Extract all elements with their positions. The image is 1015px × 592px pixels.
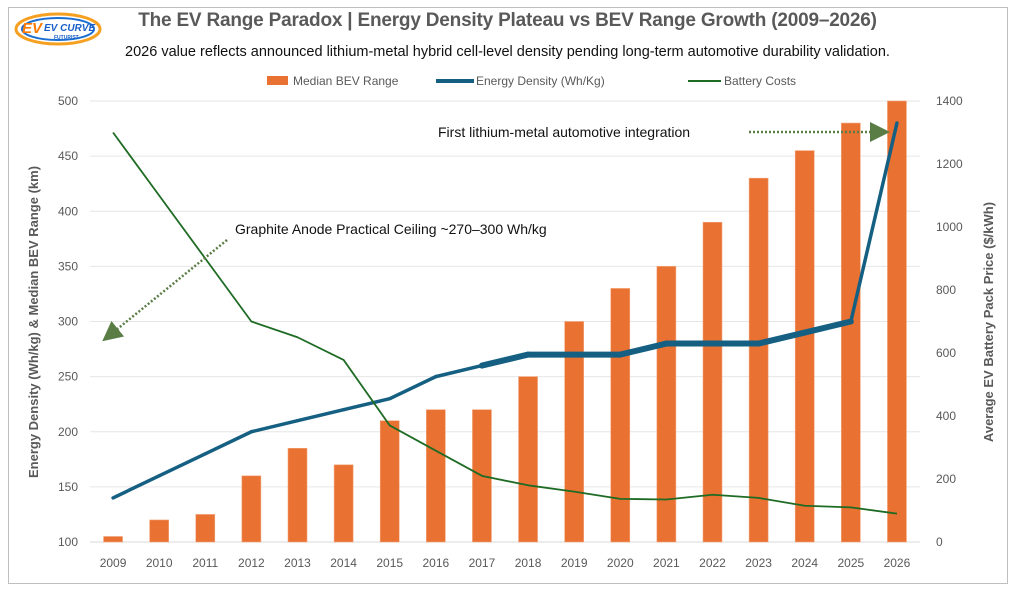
annotation-graphite-ceiling: Graphite Anode Practical Ceiling ~270–30… — [235, 221, 547, 237]
chart-subtitle: 2026 value reflects announced lithium-me… — [125, 44, 890, 60]
energy-density-segment — [478, 351, 532, 369]
x-axis-tick-label: 2024 — [791, 556, 818, 570]
bar-median-bev-range — [426, 409, 446, 543]
x-axis-tick-label: 2021 — [653, 556, 680, 570]
right-axis-ticks: 0 200 400 600 800 1000 1200 1400 — [936, 94, 963, 549]
bar-median-bev-range — [748, 177, 769, 543]
bar-median-bev-range — [379, 420, 400, 543]
annotation-arrow-graphite — [102, 239, 228, 342]
x-axis-tick-label: 2022 — [699, 556, 726, 570]
x-axis-tick-label: 2011 — [192, 556, 218, 570]
x-axis-tick-label: 2013 — [284, 556, 311, 570]
bar-median-bev-range — [656, 266, 677, 543]
bar-median-bev-range — [149, 519, 169, 543]
bar-median-bev-range — [195, 514, 216, 543]
x-axis-tick-label: 2023 — [745, 556, 772, 570]
legend-swatch-median-bev-range — [267, 76, 288, 85]
right-axis-title: Average EV Battery Pack Price ($/kWh) — [981, 202, 996, 442]
logo-curve-text: EV CURVE — [44, 23, 95, 34]
right-axis-tick-label: 800 — [936, 283, 956, 297]
bar-median-bev-range — [610, 288, 631, 543]
logo-ev-text: EV — [22, 20, 44, 37]
series-lines — [111, 121, 899, 515]
left-axis-tick-label: 200 — [58, 425, 78, 439]
bar-median-bev-range — [333, 464, 354, 543]
bar-median-bev-range — [518, 376, 538, 543]
bar-median-bev-range — [702, 221, 723, 543]
energy-density-segment — [387, 374, 438, 401]
legend: Median BEV Range Energy Density (Wh/Kg) … — [267, 74, 796, 88]
right-axis-tick-label: 600 — [936, 346, 956, 360]
energy-density-segment — [111, 474, 161, 500]
logo-futurist-text: FUTURIST — [54, 35, 79, 41]
bar-median-bev-range — [103, 536, 123, 543]
x-axis-tick-label: 2018 — [515, 556, 542, 570]
left-axis-tick-label: 500 — [58, 94, 78, 108]
x-axis-ticks: 2009 2010 2011 2012 2013 2014 2015 2016 2017 2018… — [100, 556, 911, 570]
energy-density-segment — [203, 430, 254, 456]
battery-costs-line — [112, 131, 898, 515]
left-axis-tick-label: 400 — [58, 204, 78, 218]
x-axis-tick-label: 2009 — [100, 556, 127, 570]
bar-median-bev-range — [794, 150, 815, 543]
x-axis-tick-label: 2016 — [422, 556, 449, 570]
energy-density-segment — [801, 318, 854, 336]
annotation-lithium-metal: First lithium-metal automotive integrati… — [438, 124, 690, 140]
left-axis-tick-label: 300 — [58, 315, 78, 329]
bar-median-bev-range — [887, 100, 907, 543]
right-axis-tick-label: 0 — [936, 535, 943, 549]
right-axis-tick-label: 400 — [936, 409, 956, 423]
bars-median-bev-range — [103, 100, 907, 543]
energy-density-segment — [341, 396, 392, 412]
energy-density-segment — [849, 121, 899, 324]
x-axis-tick-label: 2014 — [330, 556, 357, 570]
legend-label-battery-costs: Battery Costs — [724, 74, 796, 88]
x-axis-tick-label: 2026 — [884, 556, 911, 570]
chart-title: The EV Range Paradox | Energy Density Pl… — [138, 10, 877, 31]
ev-curve-futurist-logo: EV EV CURVE FUTURIST — [14, 12, 102, 46]
x-axis-tick-label: 2015 — [376, 556, 403, 570]
energy-density-segment — [295, 407, 346, 423]
energy-density-segment — [434, 363, 484, 379]
x-axis-tick-label: 2020 — [607, 556, 634, 570]
legend-label-median-bev-range: Median BEV Range — [293, 74, 399, 88]
left-axis-ticks: 100 150 200 250 300 350 400 450 500 — [58, 94, 78, 549]
x-axis-tick-label: 2012 — [238, 556, 265, 570]
left-axis-tick-label: 350 — [58, 259, 78, 273]
right-axis-tick-label: 1400 — [936, 94, 963, 108]
left-axis-tick-label: 150 — [58, 480, 78, 494]
energy-density-segment — [157, 452, 208, 478]
left-axis-tick-label: 250 — [58, 370, 78, 384]
gridlines — [90, 100, 920, 543]
energy-density-segment — [617, 340, 670, 358]
energy-density-segment — [249, 418, 300, 434]
x-axis-tick-label: 2010 — [146, 556, 173, 570]
right-axis-tick-label: 200 — [936, 472, 956, 486]
bar-median-bev-range — [241, 475, 262, 543]
left-axis-title: Energy Density (Wh/kg) & Median BEV Rang… — [26, 166, 41, 478]
bar-median-bev-range — [287, 447, 308, 543]
right-axis-tick-label: 1200 — [936, 157, 963, 171]
x-axis-tick-label: 2019 — [561, 556, 588, 570]
energy-density-segment — [755, 329, 808, 347]
left-axis-tick-label: 100 — [58, 535, 78, 549]
bar-median-bev-range — [841, 122, 861, 543]
right-axis-tick-label: 1000 — [936, 220, 963, 234]
legend-label-energy-density: Energy Density (Wh/Kg) — [476, 74, 605, 88]
x-axis-tick-label: 2017 — [469, 556, 496, 570]
left-axis-tick-label: 450 — [58, 149, 78, 163]
x-axis-tick-label: 2025 — [837, 556, 864, 570]
bar-median-bev-range — [564, 321, 584, 543]
